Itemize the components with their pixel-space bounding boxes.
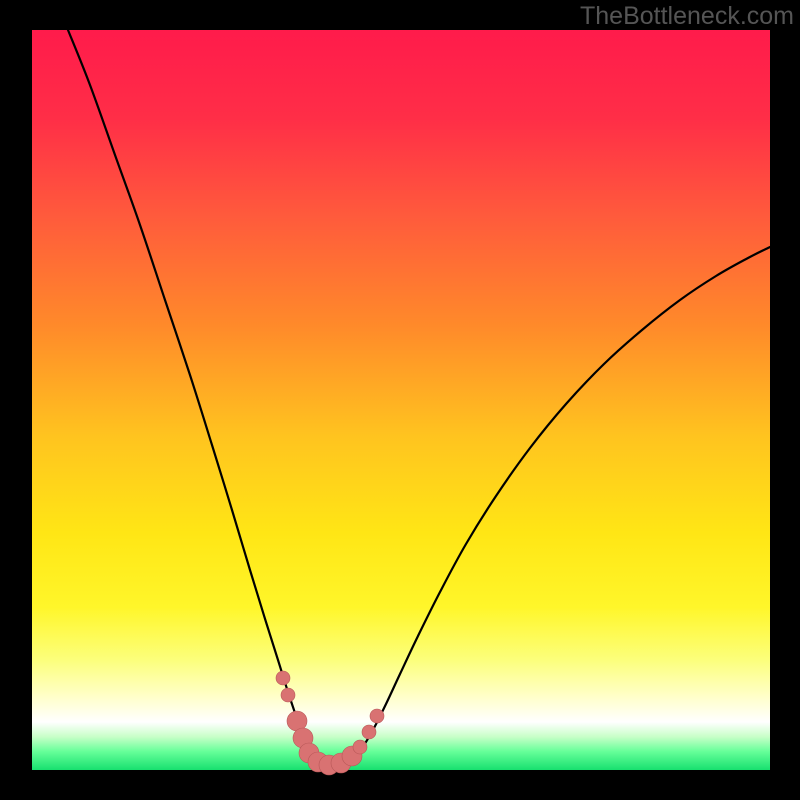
plot-area xyxy=(32,30,770,770)
bead-point xyxy=(370,709,384,723)
bead-point xyxy=(353,740,367,754)
bead-point xyxy=(276,671,290,685)
watermark-text: TheBottleneck.com xyxy=(580,0,800,31)
bead-point xyxy=(281,688,295,702)
chart-container: TheBottleneck.com xyxy=(0,0,800,800)
bead-point xyxy=(362,725,376,739)
bottleneck-chart xyxy=(0,0,800,800)
